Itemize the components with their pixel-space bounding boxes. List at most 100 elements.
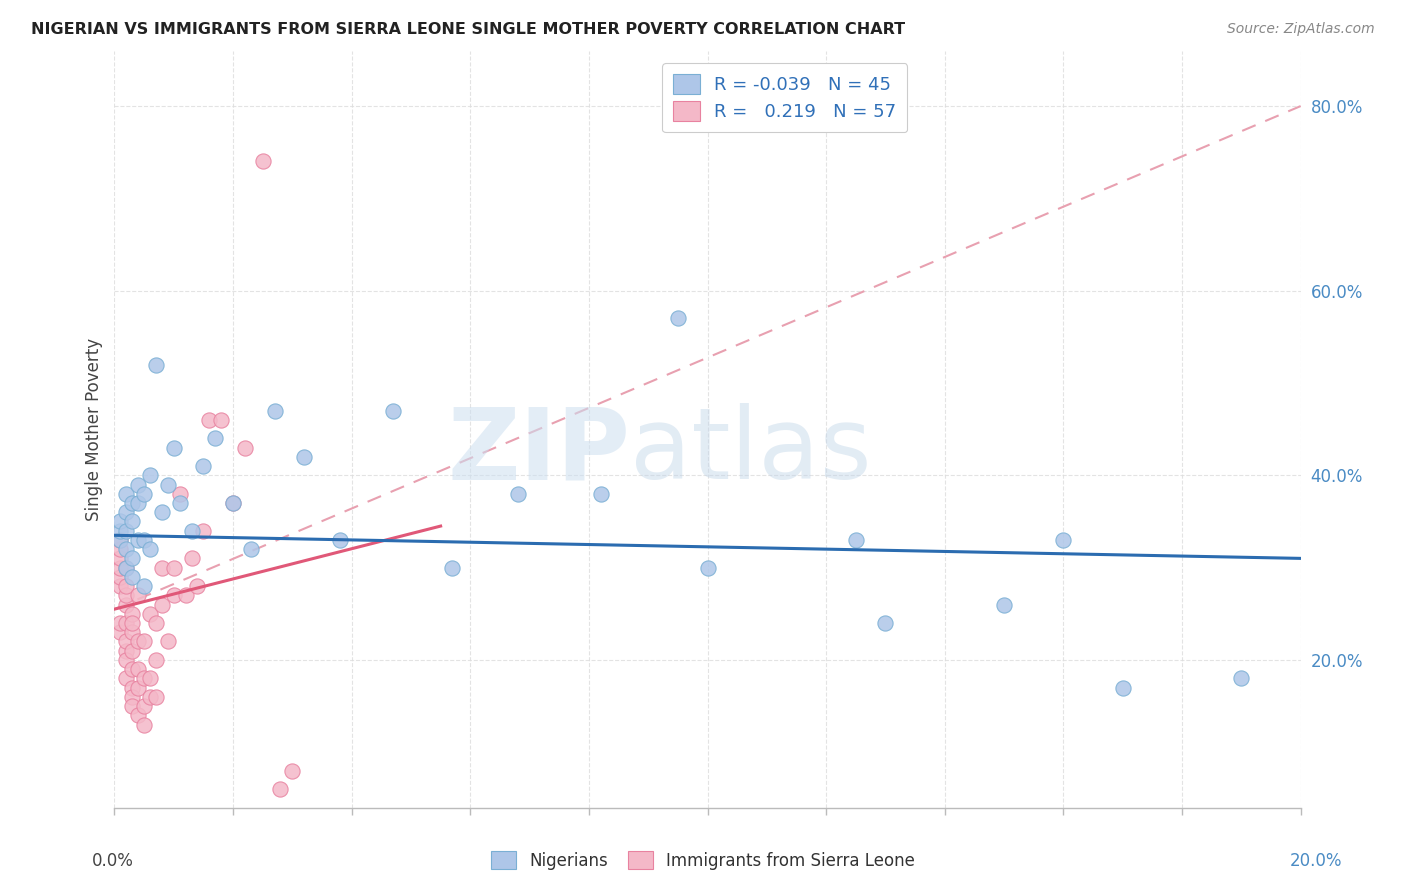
Point [110,542,132,557]
Point [127,681,149,695]
Point [180,524,202,538]
Text: ZIP: ZIP [447,403,630,500]
Point [115,672,138,686]
Point [145,653,167,667]
Point [198,413,221,427]
Point [115,634,138,648]
Point [163,560,186,574]
Point [121,515,143,529]
Point [127,708,149,723]
Point [110,625,132,640]
Point [110,515,132,529]
Point [139,690,162,704]
Point [269,782,291,797]
Point [252,154,274,169]
Point [110,551,132,566]
Point [139,542,162,557]
Point [115,505,138,519]
Point [666,311,689,326]
Point [132,487,155,501]
Point [150,598,173,612]
Point [145,358,167,372]
Point [132,717,155,731]
Point [180,551,202,566]
Point [115,588,138,602]
Point [186,579,208,593]
Point [115,579,138,593]
Point [1230,672,1253,686]
Point [110,560,132,574]
Y-axis label: Single Mother Poverty: Single Mother Poverty [86,337,103,521]
Point [382,403,405,417]
Point [156,477,179,491]
Point [115,542,138,557]
Point [163,441,186,455]
Point [121,607,143,621]
Point [441,560,464,574]
Point [169,487,191,501]
Point [589,487,612,501]
Point [127,662,149,676]
Point [132,579,155,593]
Point [115,643,138,657]
Point [121,570,143,584]
Point [132,533,155,547]
Point [281,764,304,778]
Point [121,551,143,566]
Point [169,496,191,510]
Point [329,533,352,547]
Point [1052,533,1074,547]
Point [209,413,232,427]
Point [127,634,149,648]
Point [239,542,262,557]
Point [174,588,197,602]
Point [222,496,245,510]
Point [139,607,162,621]
Point [121,496,143,510]
Legend: R = -0.039   N = 45, R =   0.219   N = 57: R = -0.039 N = 45, R = 0.219 N = 57 [662,63,907,132]
Legend: Nigerians, Immigrants from Sierra Leone: Nigerians, Immigrants from Sierra Leone [484,845,922,877]
Point [993,598,1015,612]
Point [139,672,162,686]
Text: NIGERIAN VS IMMIGRANTS FROM SIERRA LEONE SINGLE MOTHER POVERTY CORRELATION CHART: NIGERIAN VS IMMIGRANTS FROM SIERRA LEONE… [31,22,905,37]
Point [163,588,186,602]
Point [121,643,143,657]
Point [127,496,149,510]
Point [121,690,143,704]
Point [222,496,245,510]
Point [233,441,256,455]
Point [145,690,167,704]
Point [845,533,868,547]
Point [145,615,167,630]
Point [193,459,215,474]
Point [110,533,132,547]
Point [115,653,138,667]
Point [127,533,149,547]
Point [110,570,132,584]
Point [506,487,529,501]
Point [121,699,143,714]
Point [292,450,315,464]
Point [127,477,149,491]
Point [127,588,149,602]
Point [121,615,143,630]
Point [115,487,138,501]
Text: 0.0%: 0.0% [91,852,134,870]
Point [115,615,138,630]
Point [121,625,143,640]
Point [110,533,132,547]
Point [115,598,138,612]
Point [110,615,132,630]
Point [121,662,143,676]
Point [115,524,138,538]
Point [132,634,155,648]
Point [121,681,143,695]
Point [150,505,173,519]
Text: Source: ZipAtlas.com: Source: ZipAtlas.com [1227,22,1375,37]
Point [110,579,132,593]
Point [193,524,215,538]
Text: atlas: atlas [630,403,872,500]
Point [150,560,173,574]
Point [696,560,718,574]
Point [110,524,132,538]
